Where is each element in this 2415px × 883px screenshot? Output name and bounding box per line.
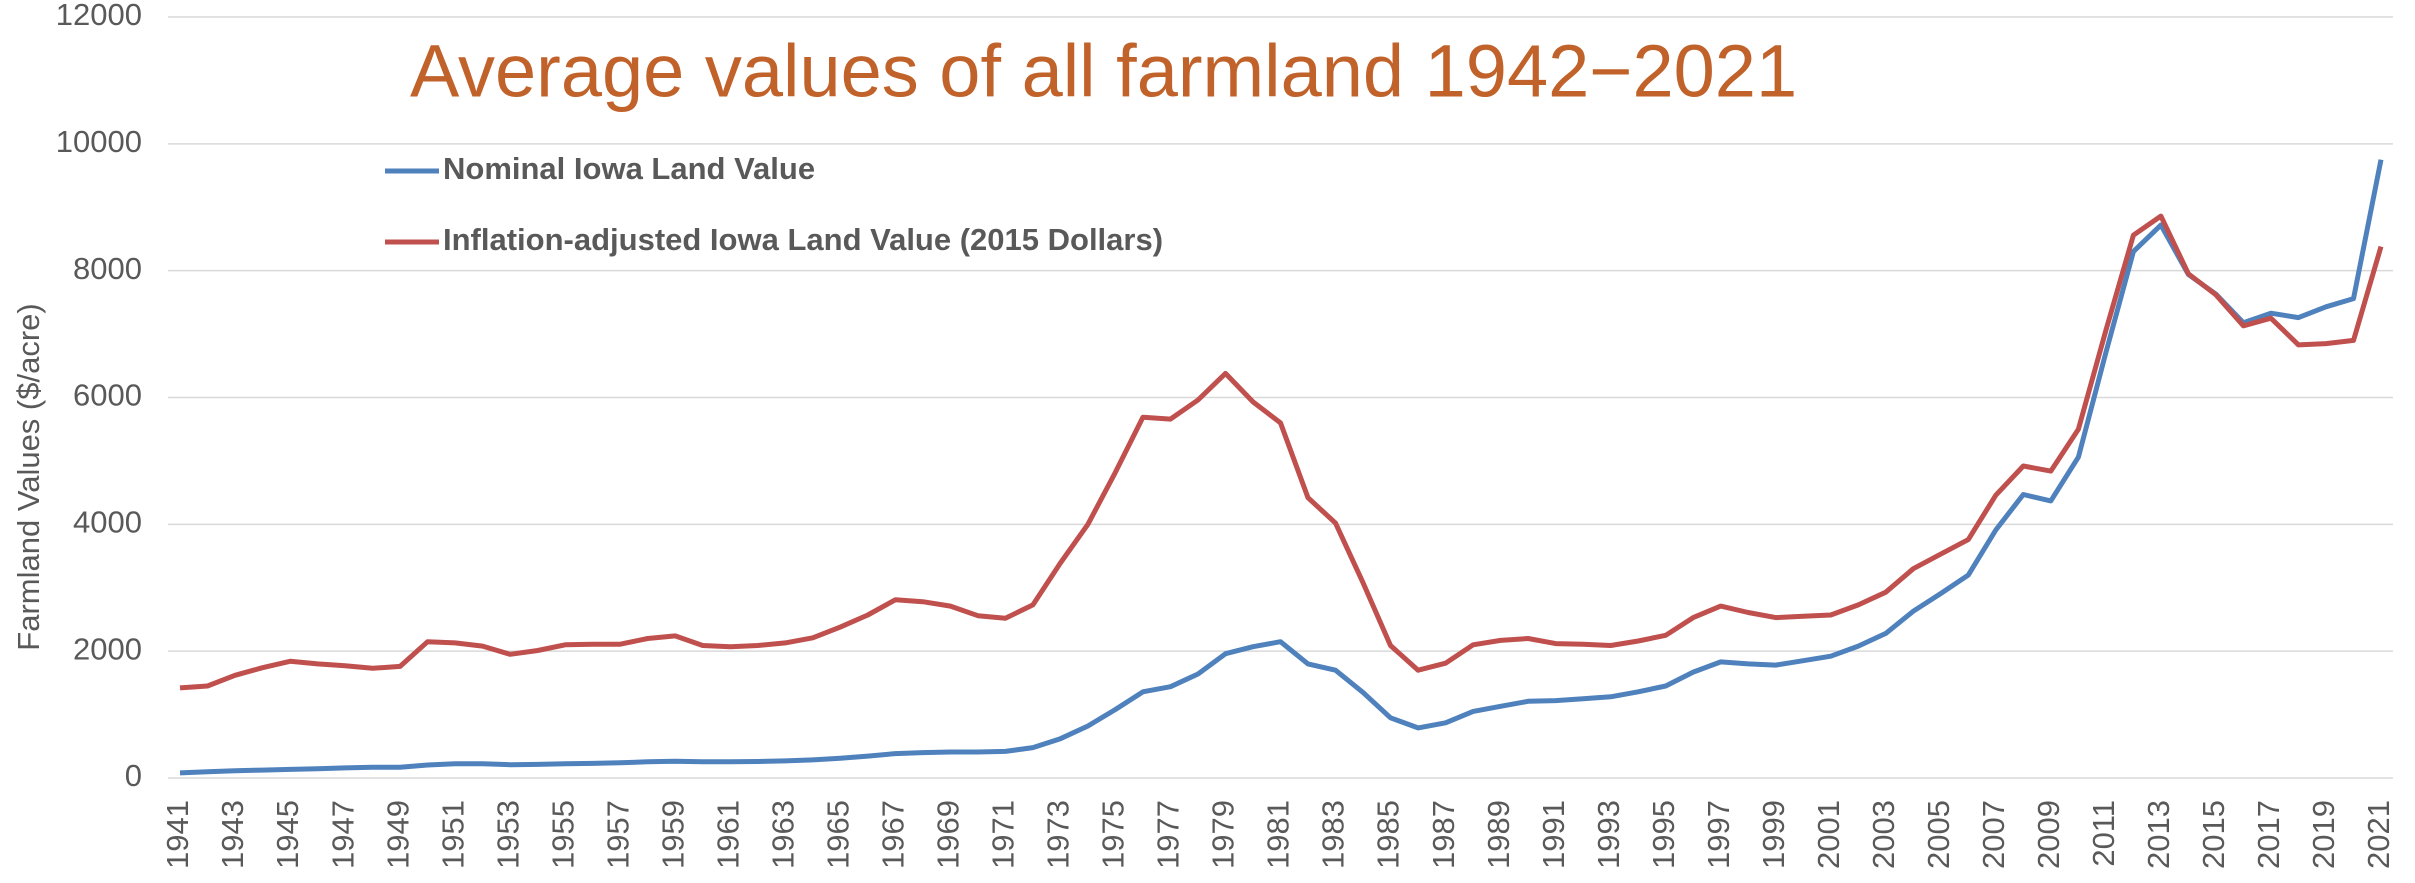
x-tick-label: 1993 (1591, 800, 1626, 869)
chart-title: Average values of all farmland 1942−2021 (410, 30, 1797, 113)
legend-label: Nominal Iowa Land Value (443, 151, 815, 186)
y-tick-label: 12000 (56, 0, 142, 32)
x-tick-label: 1979 (1206, 800, 1241, 869)
x-tick-label: 1997 (1701, 800, 1736, 869)
series-line (179, 213, 2384, 691)
x-tick-label: 1959 (655, 800, 690, 869)
x-tick-label: 1973 (1041, 800, 1076, 869)
x-tick-label: 2007 (1976, 800, 2011, 869)
x-tick-label: 1999 (1756, 800, 1791, 869)
x-tick-label: 1961 (710, 800, 745, 869)
x-tick-label: 1987 (1426, 800, 1461, 869)
x-tick-label: 1947 (325, 800, 360, 869)
x-tick-label: 1963 (765, 800, 800, 869)
x-tick-label: 1951 (435, 800, 470, 869)
x-tick-label: 1955 (545, 800, 580, 869)
y-tick-label: 2000 (73, 631, 142, 666)
x-tick-label: 1975 (1096, 800, 1131, 869)
y-tick-label: 6000 (73, 378, 142, 413)
x-tick-label: 1991 (1536, 800, 1571, 869)
series-line (179, 159, 2384, 776)
x-tick-label: 1985 (1371, 800, 1406, 869)
x-tick-label: 1941 (160, 800, 195, 869)
x-tick-label: 1967 (876, 800, 911, 869)
x-tick-label: 2009 (2031, 800, 2066, 869)
x-tick-label: 2017 (2251, 800, 2286, 869)
x-tick-label: 2019 (2306, 800, 2341, 869)
x-tick-label: 2005 (1921, 800, 1956, 869)
y-tick-label: 8000 (73, 251, 142, 286)
x-tick-label: 2013 (2141, 800, 2176, 869)
x-tick-label: 1969 (931, 800, 966, 869)
x-tick-label: 1981 (1261, 800, 1296, 869)
x-tick-label: 1971 (986, 800, 1021, 869)
x-tick-label: 1945 (270, 800, 305, 869)
y-tick-label: 0 (125, 758, 142, 793)
legend-label: Inflation-adjusted Iowa Land Value (2015… (443, 222, 1163, 257)
x-tick-label: 2003 (1866, 800, 1901, 869)
y-tick-label: 10000 (56, 124, 142, 159)
x-tick-label: 2011 (2086, 800, 2121, 867)
x-tick-label: 1953 (490, 800, 525, 869)
x-tick-label: 1977 (1151, 800, 1186, 869)
x-tick-label: 1995 (1646, 800, 1681, 869)
x-tick-label: 1989 (1481, 800, 1516, 869)
y-axis-label: Farmland Values ($/acre) (11, 303, 46, 650)
x-tick-label: 2001 (1811, 800, 1846, 869)
x-tick-label: 1983 (1316, 800, 1351, 869)
x-tick-label: 2021 (2361, 800, 2396, 869)
x-tick-label: 1957 (600, 800, 635, 869)
x-tick-label: 1965 (820, 800, 855, 869)
x-tick-label: 2015 (2196, 800, 2231, 869)
y-tick-label: 4000 (73, 505, 142, 540)
x-tick-label: 1943 (215, 800, 250, 869)
x-tick-label: 1949 (380, 800, 415, 869)
